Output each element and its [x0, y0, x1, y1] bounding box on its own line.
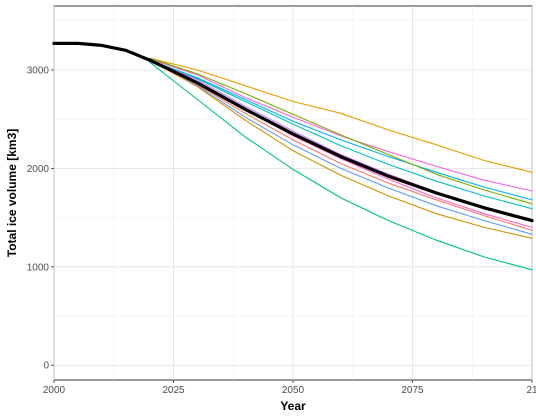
y-tick-label: 2000	[27, 164, 50, 175]
major-gridlines	[53, 6, 533, 380]
y-tick-label: 0	[43, 361, 49, 372]
series-line-2	[149, 58, 533, 192]
series-lines	[52, 41, 534, 271]
series-line-10	[149, 59, 533, 239]
series-line-8	[149, 59, 533, 231]
x-tick-label: 2025	[162, 385, 185, 396]
series-line-11	[149, 61, 533, 271]
series-line-1	[149, 57, 533, 173]
y-tick-label: 3000	[27, 65, 50, 76]
series-line-4	[149, 57, 533, 205]
series-line-ensemble-mean	[52, 41, 534, 223]
series-line-9	[149, 59, 533, 235]
x-tick-label: 21	[526, 385, 536, 396]
axis-ticks: 2000 2025 2050 2075 21 0 1000 2000 3000	[27, 65, 536, 396]
x-axis-title: Year	[280, 399, 306, 413]
y-tick-label: 1000	[27, 262, 50, 273]
x-tick-label: 2000	[43, 385, 66, 396]
x-tick-label: 2075	[401, 385, 424, 396]
series-line-3	[149, 59, 533, 201]
x-tick-label: 2050	[282, 385, 305, 396]
series-line-5	[149, 59, 533, 210]
y-axis-title: Total ice volume [km3]	[5, 129, 19, 257]
